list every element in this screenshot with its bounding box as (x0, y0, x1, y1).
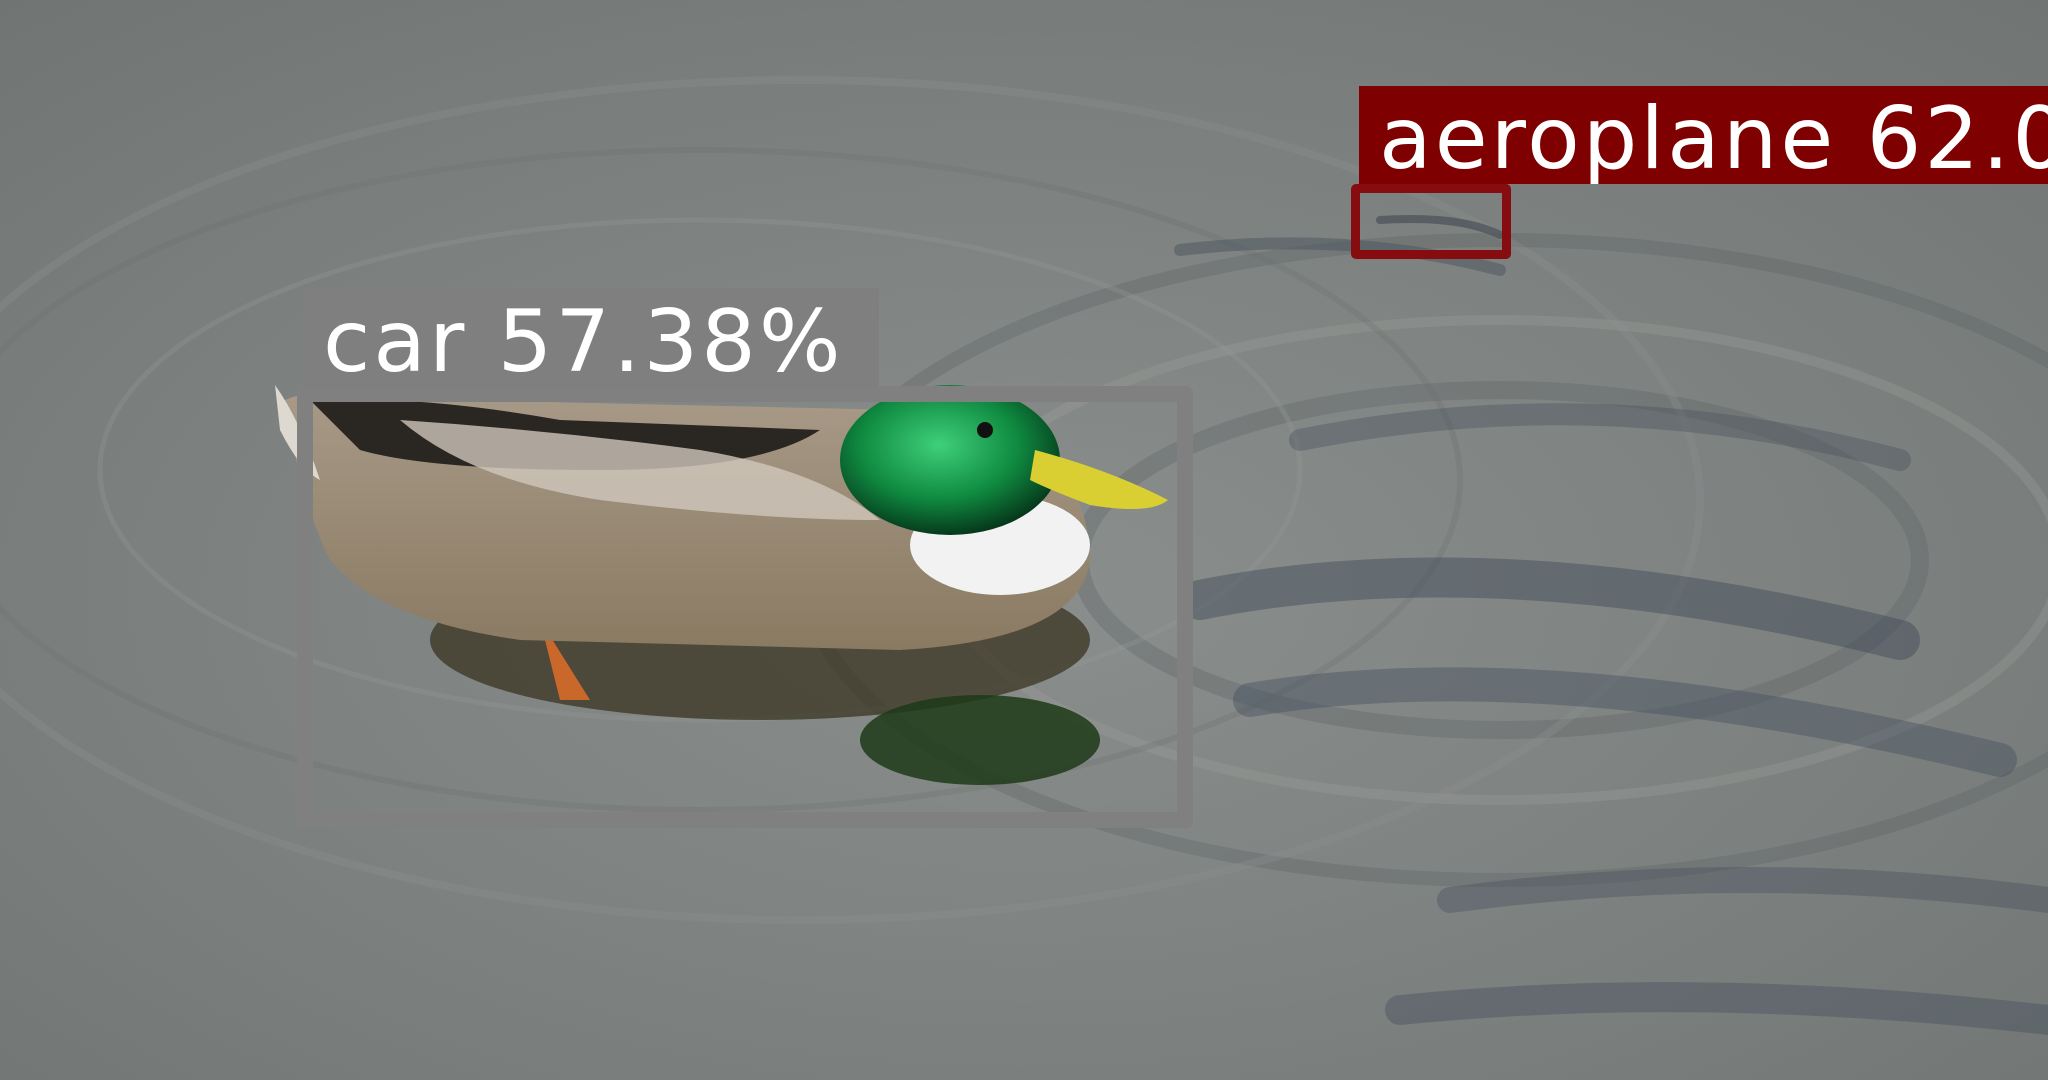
aeroplane-detection-label: aeroplane 62.0 (1359, 86, 2048, 184)
car-detection-label: car 57.38% (305, 288, 879, 388)
car-bounding-box (297, 386, 1193, 828)
aeroplane-bounding-box (1351, 184, 1511, 259)
duck (275, 385, 1168, 650)
